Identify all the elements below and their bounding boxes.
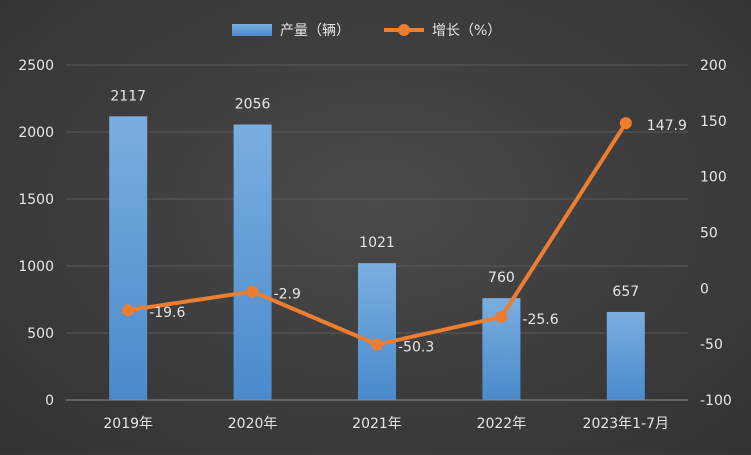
left-tick-label: 500 (27, 326, 54, 342)
line-data-label: -19.6 (149, 305, 185, 321)
x-tick-label: 2023年1-7月 (583, 416, 670, 432)
bar (233, 124, 272, 400)
x-tick-label: 2021年 (352, 416, 402, 432)
bar-data-label: 2117 (110, 88, 146, 104)
legend-bar-swatch (232, 24, 272, 36)
right-tick-label: 200 (700, 58, 727, 74)
line-point (619, 117, 632, 130)
right-tick-label: 150 (700, 114, 727, 130)
line-point (495, 310, 508, 323)
legend-bar-label: 产量（辆） (280, 23, 350, 39)
x-tick-label: 2022年 (477, 416, 527, 432)
left-tick-label: 2000 (18, 125, 54, 141)
bar (606, 311, 645, 400)
left-tick-label: 2500 (18, 58, 54, 74)
legend-line-marker (398, 24, 410, 36)
line-point (246, 285, 259, 298)
right-tick-label: 0 (700, 281, 709, 297)
left-tick-label: 1000 (18, 259, 54, 275)
bar (358, 263, 396, 400)
right-tick-label: -100 (700, 393, 732, 409)
left-tick-label: 1500 (18, 192, 54, 208)
left-tick-label: 0 (45, 393, 54, 409)
x-tick-label: 2019年 (103, 416, 153, 432)
line-point (122, 304, 135, 317)
line-data-label: -25.6 (522, 312, 558, 328)
line-data-label: -50.3 (398, 340, 434, 356)
bar-data-label: 2056 (235, 96, 271, 112)
bar-data-label: 1021 (359, 235, 395, 251)
bar-data-label: 657 (612, 284, 639, 300)
right-tick-label: -50 (700, 337, 723, 353)
line-point (371, 338, 383, 351)
line-data-label: 147.9 (647, 118, 687, 134)
bar (109, 116, 148, 401)
right-tick-label: 100 (700, 170, 727, 186)
legend-line-label: 增长（%） (432, 23, 501, 39)
bar-data-label: 760 (488, 270, 515, 286)
x-tick-label: 2020年 (228, 416, 278, 432)
line-data-label: -2.9 (274, 287, 301, 303)
right-tick-label: 50 (700, 226, 718, 242)
